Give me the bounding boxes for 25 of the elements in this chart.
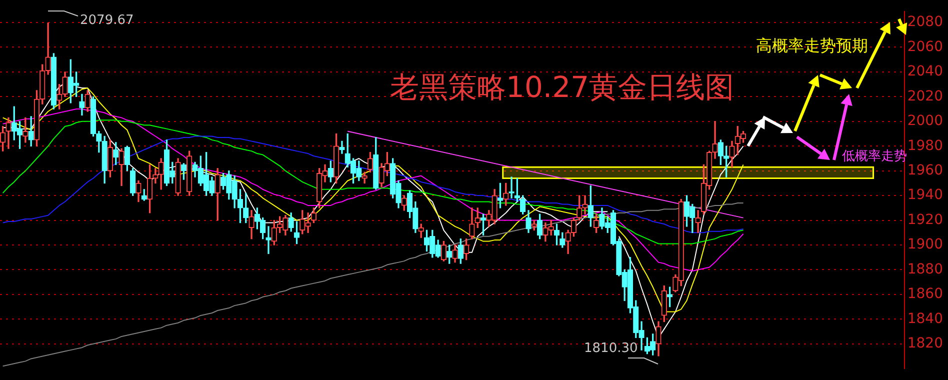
candlestick <box>266 226 272 254</box>
annotation: 1810.30 <box>584 341 638 356</box>
candlestick <box>582 195 588 214</box>
y-tick-label: 2060 <box>907 38 944 55</box>
candlestick <box>22 117 28 143</box>
y-tick-label: 2020 <box>907 88 944 104</box>
y-tick-label: 1820 <box>907 336 944 352</box>
annotation: 2079.67 <box>80 13 134 28</box>
y-tick-label: 1920 <box>907 212 944 228</box>
candlestick <box>339 140 345 154</box>
y-tick-label: 2000 <box>907 113 944 130</box>
y-tick-label: 1960 <box>907 162 944 178</box>
y-tick-label: 1860 <box>907 286 944 302</box>
text: 老黑策略10.27黄金日线图 <box>390 70 734 104</box>
y-tick-label: 1940 <box>907 187 944 204</box>
y-tick-label: 2040 <box>907 64 944 80</box>
y-tick-label: 1980 <box>907 138 944 154</box>
y-tick-label: 1900 <box>907 236 944 253</box>
y-tick-label: 2080 <box>907 14 944 30</box>
candlestick <box>695 210 701 233</box>
y-tick-label: 1840 <box>907 310 944 327</box>
y-tick-label: 1880 <box>907 261 944 278</box>
candlestick <box>508 176 514 198</box>
annotation: 高概率走势预期 <box>756 36 868 55</box>
candlestick <box>362 172 368 184</box>
